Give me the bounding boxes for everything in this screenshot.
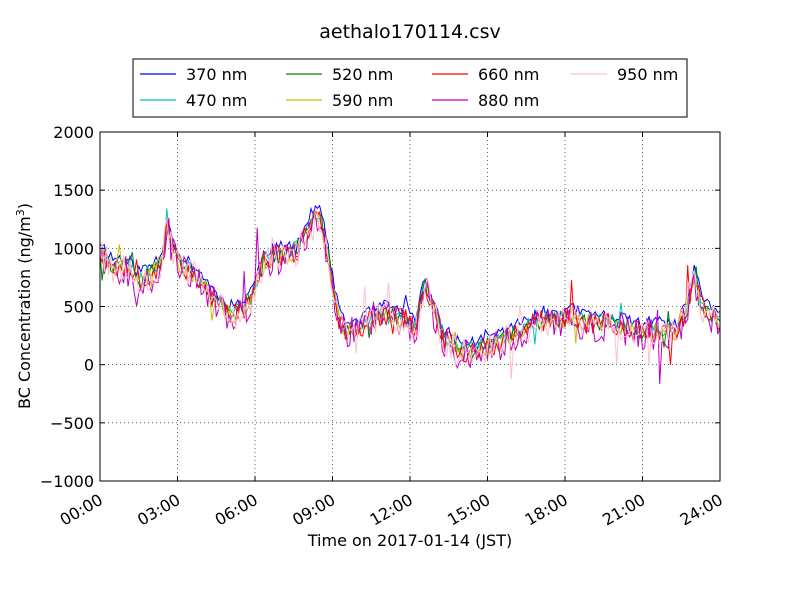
x-tick-label: 03:00	[134, 490, 183, 530]
legend-label: 880 nm	[478, 91, 539, 110]
y-tick-label: 1500	[53, 181, 94, 200]
legend-box	[132, 58, 688, 118]
series-line-950-nm	[99, 207, 721, 380]
y-tick-label: −500	[50, 414, 94, 433]
x-axis-label: Time on 2017-01-14 (JST)	[307, 531, 512, 550]
legend-label: 590 nm	[332, 91, 393, 110]
legend: 370 nm 470 nm 520 nm 590 nm 660 nm 880 nm 950 …	[132, 58, 688, 118]
x-tick-label: 18:00	[522, 490, 571, 530]
x-tick-label: 15:00	[444, 490, 493, 530]
x-tick-label: 21:00	[599, 490, 648, 530]
legend-label: 950 nm	[617, 65, 678, 84]
y-tick-label: 2000	[53, 123, 94, 142]
legend-label: 470 nm	[186, 91, 247, 110]
x-tick-label: 06:00	[212, 490, 261, 530]
series-line-880-nm	[99, 213, 721, 385]
x-tick-label: 12:00	[367, 490, 416, 530]
y-axis-label: BC Concentration (ng/m3)	[14, 203, 35, 409]
legend-label: 520 nm	[332, 65, 393, 84]
y-axis-label-end: )	[15, 203, 34, 209]
legend-label: 660 nm	[478, 65, 539, 84]
y-tick-label: 0	[84, 356, 94, 375]
x-tick-label: 09:00	[289, 490, 338, 530]
grid-lines	[99, 131, 721, 482]
y-tick-label: 500	[63, 298, 94, 317]
y-tick-label: −1000	[40, 472, 94, 491]
series-lines	[99, 204, 721, 385]
y-axis-label-sup: 3	[14, 209, 27, 216]
y-axis-label-main: BC Concentration (ng/m	[15, 216, 34, 409]
x-tick-label: 00:00	[57, 490, 106, 530]
chart-title: aethalo170114.csv	[319, 21, 501, 43]
legend-label: 370 nm	[186, 65, 247, 84]
y-tick-label: 1000	[53, 239, 94, 258]
x-tick-label: 24:00	[677, 490, 726, 530]
series-line-590-nm	[99, 211, 721, 360]
